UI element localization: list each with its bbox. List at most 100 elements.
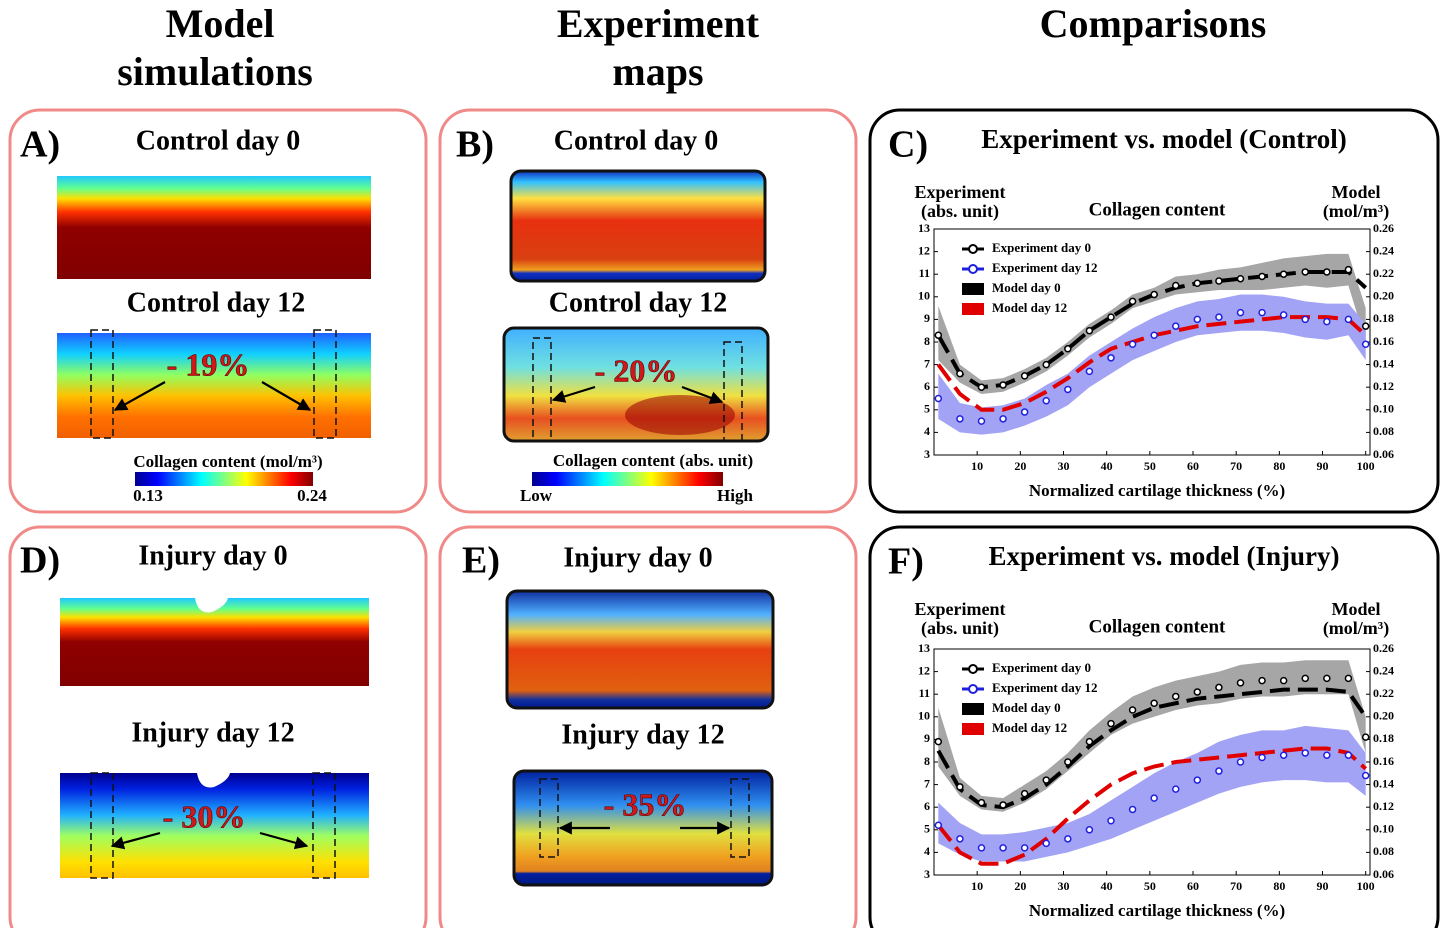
chart-title: Experiment vs. model (Control) bbox=[981, 124, 1346, 154]
panel-label: E) bbox=[462, 540, 500, 582]
y-tick-label: 13 bbox=[918, 221, 930, 235]
data-point bbox=[1259, 310, 1265, 316]
data-point bbox=[1173, 693, 1179, 699]
data-point bbox=[1216, 684, 1222, 690]
x-tick-label: 70 bbox=[1230, 879, 1242, 893]
data-point bbox=[1151, 332, 1157, 338]
change-label: - 30% bbox=[163, 798, 246, 834]
change-label: - 19% bbox=[167, 346, 250, 382]
panel-label: B) bbox=[456, 124, 494, 166]
data-point bbox=[1022, 845, 1028, 851]
y2-tick-label: 0.24 bbox=[1373, 243, 1394, 257]
legend-label: Experiment day 12 bbox=[992, 260, 1097, 275]
y-tick-label: 10 bbox=[918, 709, 930, 723]
data-point bbox=[1130, 707, 1136, 713]
x-tick-label: 90 bbox=[1317, 879, 1329, 893]
panel-title: Injury day 0 bbox=[563, 542, 712, 573]
data-point bbox=[1022, 409, 1028, 415]
x-tick-label: 40 bbox=[1101, 879, 1113, 893]
colorbar-min: 0.13 bbox=[133, 486, 163, 505]
data-point bbox=[1281, 312, 1287, 318]
data-point bbox=[1151, 700, 1157, 706]
y2-tick-label: 0.22 bbox=[1373, 266, 1394, 280]
x-tick-label: 100 bbox=[1357, 879, 1375, 893]
legend-swatch bbox=[969, 265, 977, 273]
colorbar bbox=[135, 472, 313, 486]
data-point bbox=[1022, 373, 1028, 379]
y-tick-label: 9 bbox=[924, 731, 930, 745]
y2-tick-label: 0.22 bbox=[1373, 686, 1394, 700]
colorbar-max: 0.24 bbox=[297, 486, 327, 505]
data-point bbox=[1173, 283, 1179, 289]
column-title: Comparisons bbox=[1040, 1, 1267, 46]
data-point bbox=[1237, 310, 1243, 316]
page: { "column_titles": [["Model", "simulatio… bbox=[0, 0, 1448, 928]
data-point bbox=[1065, 759, 1071, 765]
legend-swatch bbox=[969, 665, 977, 673]
y2-tick-label: 0.26 bbox=[1373, 221, 1394, 235]
legend-swatch bbox=[969, 685, 977, 693]
x-tick-label: 80 bbox=[1273, 879, 1285, 893]
y-tick-label: 7 bbox=[924, 776, 930, 790]
y-axis-label: (abs. unit) bbox=[921, 201, 999, 222]
y-tick-label: 4 bbox=[924, 424, 930, 438]
y2-tick-label: 0.18 bbox=[1373, 311, 1394, 325]
x-tick-label: 30 bbox=[1058, 459, 1070, 473]
model-map bbox=[57, 176, 371, 279]
x-axis-label: Normalized cartilage thickness (%) bbox=[1029, 481, 1285, 500]
data-point bbox=[1086, 827, 1092, 833]
panel-title: Control day 12 bbox=[549, 287, 727, 318]
data-point bbox=[1363, 341, 1369, 347]
legend-swatch bbox=[969, 245, 977, 253]
data-point bbox=[1363, 323, 1369, 329]
colorbar-label: Collagen content (mol/m³) bbox=[133, 452, 322, 471]
legend-swatch bbox=[962, 283, 984, 295]
panel-frame bbox=[870, 527, 1438, 928]
data-point bbox=[1324, 752, 1330, 758]
legend-label: Experiment day 0 bbox=[992, 660, 1091, 675]
y-tick-label: 12 bbox=[918, 243, 930, 257]
data-point bbox=[1000, 416, 1006, 422]
y-tick-label: 11 bbox=[919, 686, 930, 700]
legend-label: Experiment day 0 bbox=[992, 240, 1091, 255]
legend-swatch bbox=[962, 703, 984, 715]
y2-tick-label: 0.14 bbox=[1373, 776, 1394, 790]
y2-tick-label: 0.26 bbox=[1373, 641, 1394, 655]
data-point bbox=[1130, 806, 1136, 812]
x-axis-label: Normalized cartilage thickness (%) bbox=[1029, 901, 1285, 920]
y-tick-label: 5 bbox=[924, 402, 930, 416]
data-point bbox=[1194, 777, 1200, 783]
data-point bbox=[1108, 818, 1114, 824]
data-point bbox=[1173, 786, 1179, 792]
data-point bbox=[1363, 734, 1369, 740]
data-point bbox=[1000, 802, 1006, 808]
legend-label: Model day 12 bbox=[992, 720, 1067, 735]
y-tick-label: 4 bbox=[924, 844, 930, 858]
data-point bbox=[1237, 276, 1243, 282]
data-point bbox=[1130, 298, 1136, 304]
panel-label: A) bbox=[20, 124, 60, 166]
legend-label: Model day 0 bbox=[992, 700, 1061, 715]
data-point bbox=[1302, 269, 1308, 275]
y2-tick-label: 0.16 bbox=[1373, 334, 1394, 348]
x-tick-label: 50 bbox=[1144, 879, 1156, 893]
column-title: Experiment bbox=[557, 1, 760, 46]
data-point bbox=[1345, 316, 1351, 322]
data-point bbox=[978, 418, 984, 424]
y2-tick-label: 0.14 bbox=[1373, 356, 1394, 370]
data-point bbox=[1194, 316, 1200, 322]
y-tick-label: 12 bbox=[918, 663, 930, 677]
chart-title: Experiment vs. model (Injury) bbox=[989, 541, 1340, 571]
panel-title: Control day 0 bbox=[554, 125, 718, 156]
data-point bbox=[1324, 675, 1330, 681]
data-point bbox=[1043, 840, 1049, 846]
chart-subtitle: Collagen content bbox=[1089, 616, 1226, 637]
data-point bbox=[1043, 362, 1049, 368]
y2-axis-label: Model bbox=[1332, 599, 1381, 619]
data-point bbox=[1324, 269, 1330, 275]
data-point bbox=[957, 836, 963, 842]
data-point bbox=[1065, 836, 1071, 842]
data-point bbox=[1194, 280, 1200, 286]
figure: Model simulations Experiment maps Compar… bbox=[0, 0, 1448, 928]
data-point bbox=[1345, 267, 1351, 273]
